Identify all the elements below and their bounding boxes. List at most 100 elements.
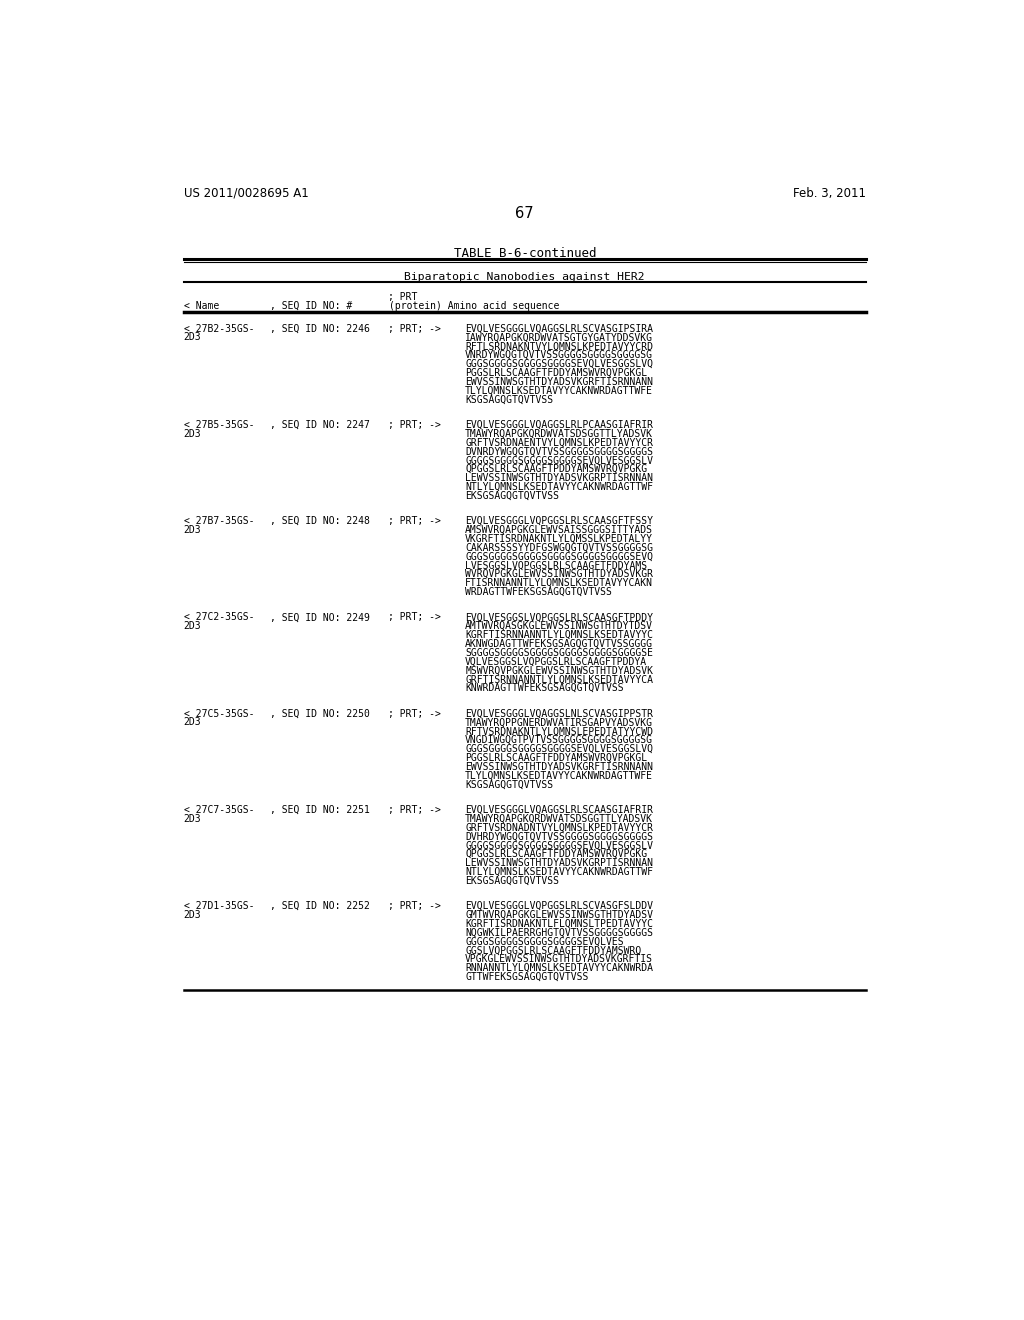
Text: GGGSGGGGSGGGGSGGGGSEVQLVESGGSLVQ: GGGSGGGGSGGGGSGGGGSEVQLVESGGSLVQ: [465, 744, 653, 754]
Text: < 27C7-35GS-: < 27C7-35GS-: [183, 805, 254, 814]
Text: WVRQVPGKGLEWVSSINWSGTHTDYADSVKGR: WVRQVPGKGLEWVSSINWSGTHTDYADSVKGR: [465, 569, 653, 579]
Text: EKSGSAGQGTQVTVSS: EKSGSAGQGTQVTVSS: [465, 491, 559, 500]
Text: EKSGSAGQGTQVTVSS: EKSGSAGQGTQVTVSS: [465, 875, 559, 886]
Text: TMAWYRQAPGKQRDWVATSDSGGTTLYADSVK: TMAWYRQAPGKQRDWVATSDSGGTTLYADSVK: [465, 429, 653, 438]
Text: , SEQ ID NO: 2251: , SEQ ID NO: 2251: [270, 805, 370, 814]
Text: EWVSSINWSGTHTDYADSVKGRFTISRNNANN: EWVSSINWSGTHTDYADSVKGRFTISRNNANN: [465, 762, 653, 772]
Text: ; PRT; ->: ; PRT; ->: [388, 420, 440, 430]
Text: ; PRT; ->: ; PRT; ->: [388, 805, 440, 814]
Text: AKNWGDAGTTWFEKSGSAGQGTQVTVSSGGGG: AKNWGDAGTTWFEKSGSAGQGTQVTVSSGGGG: [465, 639, 653, 649]
Text: KSGSAGQGTQVTVSS: KSGSAGQGTQVTVSS: [465, 395, 553, 404]
Text: < 27B2-35GS-: < 27B2-35GS-: [183, 323, 254, 334]
Text: LVESGGSLVQPGGSLRLSCAAGFTFDDYAMS: LVESGGSLVQPGGSLRLSCAAGFTFDDYAMS: [465, 561, 647, 570]
Text: GRFTISRNNANNTLYLQMNSLKSEDTAVYYCA: GRFTISRNNANNTLYLQMNSLKSEDTAVYYCA: [465, 675, 653, 684]
Text: , SEQ ID NO: 2246: , SEQ ID NO: 2246: [270, 323, 370, 334]
Text: VQLVESGGSLVQPGGSLRLSCAAGFTPDDYA: VQLVESGGSLVQPGGSLRLSCAAGFTPDDYA: [465, 656, 647, 667]
Text: DVHRDYWGQGTQVTVSSGGGGSGGGGSGGGGS: DVHRDYWGQGTQVTVSSGGGGSGGGGSGGGGS: [465, 832, 653, 841]
Text: , SEQ ID NO: 2250: , SEQ ID NO: 2250: [270, 709, 370, 718]
Text: LEWVSSINWSGTHTDYADSVKGRPTISRNNAN: LEWVSSINWSGTHTDYADSVKGRPTISRNNAN: [465, 858, 653, 869]
Text: CAKARSSSSYYDFGSWGQGTQVTVSSGGGGSG: CAKARSSSSYYDFGSWGQGTQVTVSSGGGGSG: [465, 543, 653, 553]
Text: ; PRT; ->: ; PRT; ->: [388, 323, 440, 334]
Text: 2D3: 2D3: [183, 333, 202, 342]
Text: DVNRDYWGQGTQVTVSSGGGGSGGGGSGGGGS: DVNRDYWGQGTQVTVSSGGGGSGGGGSGGGGS: [465, 446, 653, 457]
Text: 67: 67: [515, 206, 535, 222]
Text: Biparatopic Nanobodies against HER2: Biparatopic Nanobodies against HER2: [404, 272, 645, 281]
Text: Feb. 3, 2011: Feb. 3, 2011: [793, 187, 866, 199]
Text: KGRFTISRDNAKNTLFLQMNSLTPEDTAVYYC: KGRFTISRDNAKNTLFLQMNSLTPEDTAVYYC: [465, 919, 653, 929]
Text: KSGSAGQGTQVTVSS: KSGSAGQGTQVTVSS: [465, 779, 553, 789]
Text: IAWYRQAPGKQRDWVATSGTGYGATYDDSVKG: IAWYRQAPGKQRDWVATSGTGYGATYDDSVKG: [465, 333, 653, 342]
Text: PGGSLRLSCAAGFTFDDYAMSWVRQVPGKGL: PGGSLRLSCAAGFTFDDYAMSWVRQVPGKGL: [465, 368, 647, 378]
Text: GGGSGGGGSGGGGSGGGGSEVQLVESGGSLVQ: GGGSGGGGSGGGGSGGGGSEVQLVESGGSLVQ: [465, 359, 653, 370]
Text: GGGGSGGGGSGGGGSGGGGSEVQLVESGGSLV: GGGGSGGGGSGGGGSGGGGSEVQLVESGGSLV: [465, 841, 653, 850]
Text: , SEQ ID NO: 2248: , SEQ ID NO: 2248: [270, 516, 370, 527]
Text: KNWRDAGTTWFEKSGSAGQGTQVTVSS: KNWRDAGTTWFEKSGSAGQGTQVTVSS: [465, 684, 624, 693]
Text: EVQLVESGGGLVQAGGSLNLSCVASGIPPSTR: EVQLVESGGGLVQAGGSLNLSCVASGIPPSTR: [465, 709, 653, 718]
Text: , SEQ ID NO: 2247: , SEQ ID NO: 2247: [270, 420, 370, 430]
Text: < Name: < Name: [183, 301, 219, 310]
Text: GMTWVRQAPGKGLEWVSSINWSGTHTDYADSV: GMTWVRQAPGKGLEWVSSINWSGTHTDYADSV: [465, 909, 653, 920]
Text: , SEQ ID NO: 2249: , SEQ ID NO: 2249: [270, 612, 370, 622]
Text: EVQLVESGGGLVQAGGSLRLSCAASGIAFRIR: EVQLVESGGGLVQAGGSLRLSCAASGIAFRIR: [465, 805, 653, 814]
Text: TABLE B-6-continued: TABLE B-6-continued: [454, 247, 596, 260]
Text: < 27C5-35GS-: < 27C5-35GS-: [183, 709, 254, 718]
Text: (protein) Amino acid sequence: (protein) Amino acid sequence: [389, 301, 559, 310]
Text: ; PRT; ->: ; PRT; ->: [388, 709, 440, 718]
Text: LEWVSSINWSGTHTDYADSVKGRPTISRNNAN: LEWVSSINWSGTHTDYADSVKGRPTISRNNAN: [465, 473, 653, 483]
Text: GGGGSGGGGSGGGGSGGGGSEVQLVES: GGGGSGGGGSGGGGSGGGGSEVQLVES: [465, 936, 624, 946]
Text: VKGRFTISRDNAKNTLYLQMSSLKPEDTALYY: VKGRFTISRDNAKNTLYLQMSSLKPEDTALYY: [465, 533, 653, 544]
Text: < 27C2-35GS-: < 27C2-35GS-: [183, 612, 254, 622]
Text: 2D3: 2D3: [183, 622, 202, 631]
Text: EVQLVESGGGLVQPGGSLRLSCVASGFSLDDV: EVQLVESGGGLVQPGGSLRLSCVASGFSLDDV: [465, 902, 653, 911]
Text: GRFTVSRDNADNTVYLQMNSLKPEDTAVYYCR: GRFTVSRDNADNTVYLQMNSLKPEDTAVYYCR: [465, 822, 653, 833]
Text: NTLYLQMNSLKSEDTAVYYCAKNWRDAGTTWF: NTLYLQMNSLKSEDTAVYYCAKNWRDAGTTWF: [465, 482, 653, 492]
Text: ; PRT; ->: ; PRT; ->: [388, 516, 440, 527]
Text: 2D3: 2D3: [183, 718, 202, 727]
Text: EVQLVESGGGLVQAGGSLRLSCVASGIPSIRA: EVQLVESGGGLVQAGGSLRLSCVASGIPSIRA: [465, 323, 653, 334]
Text: < 27D1-35GS-: < 27D1-35GS-: [183, 902, 254, 911]
Text: 2D3: 2D3: [183, 813, 202, 824]
Text: AMTWVRQASGKGLEWVSSINWSGTHTDYTDSV: AMTWVRQASGKGLEWVSSINWSGTHTDYTDSV: [465, 622, 653, 631]
Text: 2D3: 2D3: [183, 525, 202, 535]
Text: GGGGSGGGGSGGGGSGGGGSEVQLVESGGSLV: GGGGSGGGGSGGGGSGGGGSEVQLVESGGSLV: [465, 455, 653, 465]
Text: QPGGSLRLSCAAGFTFDDYAMSWVRQVPGKG: QPGGSLRLSCAAGFTFDDYAMSWVRQVPGKG: [465, 849, 647, 859]
Text: TLYLQMNSLKSEDTAVYYCAKNWRDAGTTWFE: TLYLQMNSLKSEDTAVYYCAKNWRDAGTTWFE: [465, 385, 653, 396]
Text: PGGSLRLSCAAGFTFDDYAMSWVRQVPGKGL: PGGSLRLSCAAGFTFDDYAMSWVRQVPGKGL: [465, 752, 647, 763]
Text: RFTVSRDNAKNTLYLQMNSLEPEDTATYYCWD: RFTVSRDNAKNTLYLQMNSLEPEDTATYYCWD: [465, 726, 653, 737]
Text: GTTWFEKSGSAGQGTQVTVSS: GTTWFEKSGSAGQGTQVTVSS: [465, 972, 589, 982]
Text: AMSWVRQAPGKGLEWVSAISSGGGSITTYADS: AMSWVRQAPGKGLEWVSAISSGGGSITTYADS: [465, 525, 653, 535]
Text: ; PRT: ; PRT: [388, 292, 417, 301]
Text: EWVSSINWSGTHTDYADSVKGRFTISRNNANN: EWVSSINWSGTHTDYADSVKGRFTISRNNANN: [465, 376, 653, 387]
Text: US 2011/0028695 A1: US 2011/0028695 A1: [183, 187, 308, 199]
Text: < 27B5-35GS-: < 27B5-35GS-: [183, 420, 254, 430]
Text: EVQLVESGGGLVQAGGSLRLPCAASGIAFRIR: EVQLVESGGGLVQAGGSLRLPCAASGIAFRIR: [465, 420, 653, 430]
Text: KGRFTISRNNANNTLYLQMNSLKSEDTAVYYC: KGRFTISRNNANNTLYLQMNSLKSEDTAVYYC: [465, 630, 653, 640]
Text: , SEQ ID NO: 2252: , SEQ ID NO: 2252: [270, 902, 370, 911]
Text: ; PRT; ->: ; PRT; ->: [388, 612, 440, 622]
Text: VNGDIWGQGTPVTVSSGGGGSGGGGSGGGGSG: VNGDIWGQGTPVTVSSGGGGSGGGGSGGGGSG: [465, 735, 653, 744]
Text: VNRDYWGQGTQVTVSSGGGGSGGGGSGGGGSG: VNRDYWGQGTQVTVSSGGGGSGGGGSGGGGSG: [465, 350, 653, 360]
Text: GGGSGGGGSGGGGSGGGGSGGGGSGGGGSEVQ: GGGSGGGGSGGGGSGGGGSGGGGSGGGGSEVQ: [465, 552, 653, 561]
Text: SGGGGSGGGGSGGGGSGGGGSGGGGSGGGGSE: SGGGGSGGGGSGGGGSGGGGSGGGGSGGGGSE: [465, 648, 653, 657]
Text: < 27B7-35GS-: < 27B7-35GS-: [183, 516, 254, 527]
Text: TMAWYRQPPGNERDWVATIRSGAPVYADSVKG: TMAWYRQPPGNERDWVATIRSGAPVYADSVKG: [465, 718, 653, 727]
Text: NQGWKILPAERRGHGTQVTVSSGGGGSGGGGS: NQGWKILPAERRGHGTQVTVSSGGGGSGGGGS: [465, 928, 653, 937]
Text: TLYLQMNSLKSEDTAVYYCAKNWRDAGTTWFE: TLYLQMNSLKSEDTAVYYCAKNWRDAGTTWFE: [465, 771, 653, 780]
Text: GGSLVQPGGSLRLSCAAGFTFDDYAMSWRQ: GGSLVQPGGSLRLSCAAGFTFDDYAMSWRQ: [465, 945, 641, 956]
Text: WRDAGTTWFEKSGSAGQGTQVTVSS: WRDAGTTWFEKSGSAGQGTQVTVSS: [465, 587, 612, 597]
Text: TMAWYRQAPGKQRDWVATSDSGGTTLYADSVK: TMAWYRQAPGKQRDWVATSDSGGTTLYADSVK: [465, 813, 653, 824]
Text: 2D3: 2D3: [183, 909, 202, 920]
Text: EVQLVESGGGLVQPGGSLRLSCAASGFTFSSY: EVQLVESGGGLVQPGGSLRLSCAASGFTFSSY: [465, 516, 653, 527]
Text: ; PRT; ->: ; PRT; ->: [388, 902, 440, 911]
Text: FTISRNNANNTLYLQMNSLKSEDTAVYYCAKN: FTISRNNANNTLYLQMNSLKSEDTAVYYCAKN: [465, 578, 653, 587]
Text: , SEQ ID NO: #: , SEQ ID NO: #: [270, 301, 352, 310]
Text: QPGGSLRLSCAAGFTPDDYAMSWVRQVPGKG: QPGGSLRLSCAAGFTPDDYAMSWVRQVPGKG: [465, 465, 647, 474]
Text: GRFTVSRDNAENTVYLQMNSLKPEDTAVYYCR: GRFTVSRDNAENTVYLQMNSLKPEDTAVYYCR: [465, 437, 653, 447]
Text: NTLYLQMNSLKSEDTAVYYCAKNWRDAGTTWF: NTLYLQMNSLKSEDTAVYYCAKNWRDAGTTWF: [465, 867, 653, 876]
Text: RNNANNTLYLQMNSLKSEDTAVYYCAKNWRDA: RNNANNTLYLQMNSLKSEDTAVYYCAKNWRDA: [465, 964, 653, 973]
Text: EVQLVESGGSLVQPGGSLRLSCAASGFTPDDY: EVQLVESGGSLVQPGGSLRLSCAASGFTPDDY: [465, 612, 653, 622]
Text: 2D3: 2D3: [183, 429, 202, 438]
Text: MSWVRQVPGKGLEWVSSINWSGTHTDYADSVK: MSWVRQVPGKGLEWVSSINWSGTHTDYADSVK: [465, 665, 653, 676]
Text: RFTLSRDNAKNTVYLQMNSLKPEDTAVYYCRD: RFTLSRDNAKNTVYLQMNSLKPEDTAVYYCRD: [465, 342, 653, 351]
Text: VPGKGLEWVSSINWSGTHTDYADSVKGRFTIS: VPGKGLEWVSSINWSGTHTDYADSVKGRFTIS: [465, 954, 653, 964]
